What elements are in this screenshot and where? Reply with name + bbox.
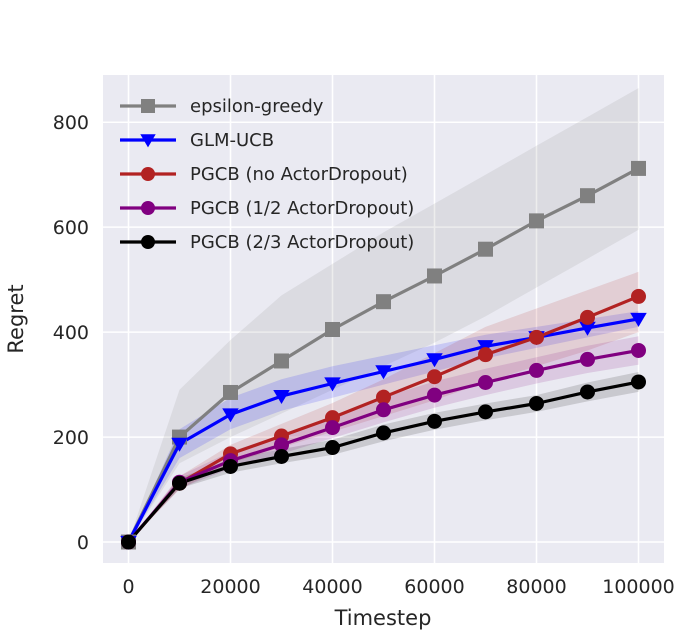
point-pgcb-1-2-actordropout bbox=[376, 402, 391, 418]
band-epsilon-greedy bbox=[128, 88, 639, 542]
y-tick-label: 200 bbox=[53, 427, 89, 449]
point-pgcb-2-3-actordropout bbox=[325, 440, 340, 456]
legend-marker-epsilon-greedy bbox=[141, 99, 155, 113]
legend-marker-pgcb-1-2-actordropout bbox=[141, 201, 155, 215]
plot-background bbox=[103, 75, 664, 563]
y-tick-label: 600 bbox=[53, 217, 89, 239]
point-epsilon-greedy bbox=[631, 160, 646, 176]
x-axis-label: Timestep bbox=[334, 606, 432, 630]
x-tick-label: 0 bbox=[122, 576, 134, 598]
point-pgcb-1-2-actordropout bbox=[325, 420, 340, 436]
grid bbox=[103, 75, 664, 563]
point-epsilon-greedy bbox=[274, 353, 289, 369]
point-pgcb-no-actordropout bbox=[478, 347, 493, 363]
point-epsilon-greedy bbox=[529, 213, 544, 229]
point-pgcb-1-2-actordropout bbox=[274, 437, 289, 453]
y-tick-labels: 0 200 400 600 800 bbox=[53, 112, 89, 554]
legend-label-pgcb-1-2-actordropout: PGCB (1/2 ActorDropout) bbox=[190, 198, 414, 219]
y-tick-label: 400 bbox=[53, 322, 89, 344]
legend-label-glm-ucb: GLM-UCB bbox=[190, 130, 274, 151]
point-pgcb-2-3-actordropout bbox=[121, 534, 136, 550]
point-glm-ucb bbox=[222, 408, 239, 423]
point-pgcb-no-actordropout bbox=[631, 288, 646, 304]
point-pgcb-2-3-actordropout bbox=[376, 425, 391, 441]
point-pgcb-1-2-actordropout bbox=[478, 374, 493, 390]
x-tick-label: 60000 bbox=[404, 576, 464, 598]
legend-marker-pgcb-no-actordropout bbox=[141, 167, 155, 181]
point-pgcb-2-3-actordropout bbox=[529, 395, 544, 411]
band-pgcb-1-2-actordropout bbox=[128, 336, 639, 542]
point-epsilon-greedy bbox=[580, 188, 595, 204]
x-tick-label: 80000 bbox=[506, 576, 566, 598]
x-tick-labels: 0 20000 40000 60000 80000 100000 bbox=[122, 576, 674, 598]
y-tick-label: 0 bbox=[77, 532, 89, 554]
point-epsilon-greedy bbox=[325, 321, 340, 337]
point-pgcb-1-2-actordropout bbox=[529, 362, 544, 378]
point-glm-ucb bbox=[375, 365, 392, 380]
point-pgcb-2-3-actordropout bbox=[223, 458, 238, 474]
legend-label-pgcb-2-3-actordropout: PGCB (2/3 ActorDropout) bbox=[190, 232, 414, 253]
x-tick-label: 40000 bbox=[302, 576, 362, 598]
point-glm-ucb bbox=[630, 312, 647, 327]
x-tick-label: 20000 bbox=[200, 576, 260, 598]
point-pgcb-no-actordropout bbox=[580, 309, 595, 325]
legend-label-epsilon-greedy: epsilon-greedy bbox=[190, 96, 324, 117]
point-glm-ucb bbox=[324, 377, 341, 392]
point-epsilon-greedy bbox=[427, 268, 442, 284]
point-pgcb-2-3-actordropout bbox=[274, 448, 289, 464]
series-markers bbox=[120, 160, 647, 550]
legend-label-pgcb-no-actordropout: PGCB (no ActorDropout) bbox=[190, 164, 408, 185]
point-glm-ucb bbox=[273, 389, 290, 404]
point-epsilon-greedy bbox=[478, 241, 493, 257]
point-pgcb-2-3-actordropout bbox=[172, 475, 187, 491]
point-glm-ucb bbox=[171, 437, 188, 452]
point-pgcb-2-3-actordropout bbox=[631, 374, 646, 390]
point-glm-ucb bbox=[477, 340, 494, 355]
legend-marker-glm-ucb bbox=[140, 134, 156, 148]
point-pgcb-2-3-actordropout bbox=[580, 384, 595, 400]
y-tick-label: 800 bbox=[53, 112, 89, 134]
point-pgcb-1-2-actordropout bbox=[631, 342, 646, 358]
point-epsilon-greedy bbox=[376, 294, 391, 310]
point-pgcb-no-actordropout bbox=[427, 369, 442, 385]
point-pgcb-2-3-actordropout bbox=[478, 404, 493, 420]
y-axis-label: Regret bbox=[4, 284, 28, 353]
point-pgcb-no-actordropout bbox=[376, 389, 391, 405]
point-pgcb-no-actordropout bbox=[529, 329, 544, 345]
band-pgcb-2-3-actordropout bbox=[128, 372, 639, 542]
point-pgcb-1-2-actordropout bbox=[427, 387, 442, 403]
legend-marker-pgcb-2-3-actordropout bbox=[141, 235, 155, 249]
x-tick-label: 100000 bbox=[602, 576, 675, 598]
legend: epsilon-greedy GLM-UCB PGCB (no ActorDropo… bbox=[120, 96, 414, 253]
point-pgcb-2-3-actordropout bbox=[427, 413, 442, 429]
point-epsilon-greedy bbox=[223, 384, 238, 400]
point-glm-ucb bbox=[426, 353, 443, 368]
point-glm-ucb bbox=[579, 321, 596, 336]
point-pgcb-1-2-actordropout bbox=[580, 351, 595, 367]
